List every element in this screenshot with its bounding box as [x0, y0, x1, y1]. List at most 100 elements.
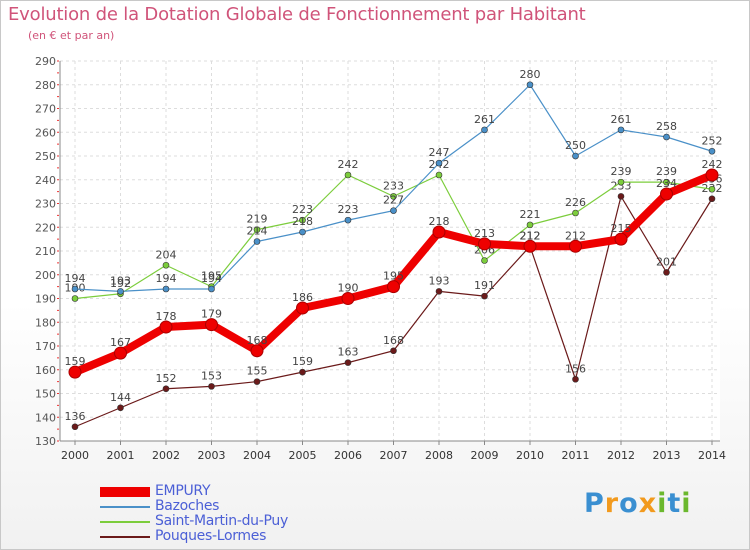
- legend-label-saint-martin-du-puy: Saint-Martin-du-Puy: [155, 513, 288, 529]
- y-tick-label: 130: [35, 435, 56, 448]
- data-point-empury: [68, 365, 82, 379]
- data-label-bazoches: 250: [565, 139, 586, 152]
- data-label-bazoches: 193: [110, 274, 131, 287]
- data-label-saint-martin-du-puy: 233: [383, 179, 404, 192]
- data-label-pouques-lormes: 163: [338, 346, 359, 359]
- data-label-pouques-lormes: 201: [656, 255, 677, 268]
- data-label-pouques-lormes: 212: [520, 229, 541, 242]
- data-point-empury: [614, 232, 628, 246]
- logo-letter: i: [681, 488, 692, 519]
- data-point-pouques-lormes: [253, 378, 261, 385]
- y-tick-label: 290: [35, 55, 56, 68]
- data-point-bazoches: [663, 133, 670, 141]
- legend-swatch-bazoches: [100, 506, 150, 508]
- x-tick-label: 2009: [471, 449, 499, 462]
- data-point-bazoches: [208, 285, 215, 293]
- data-label-saint-martin-du-puy: 192: [110, 277, 131, 290]
- chart-legend: EMPURY Bazoches Saint-Martin-du-Puy Pouq…: [100, 484, 360, 544]
- data-point-empury: [387, 280, 400, 294]
- data-point-bazoches: [708, 147, 716, 155]
- data-point-saint-martin-du-puy: [617, 178, 625, 186]
- data-point-bazoches: [390, 207, 397, 214]
- data-label-saint-martin-du-puy: 204: [156, 248, 177, 261]
- data-point-bazoches: [572, 152, 579, 160]
- data-point-pouques-lormes: [617, 193, 625, 200]
- data-point-empury: [159, 320, 173, 334]
- legend-label-pouques-lormes: Pouques-Lormes: [155, 528, 267, 544]
- data-label-pouques-lormes: 191: [474, 279, 495, 292]
- data-point-pouques-lormes: [117, 404, 124, 412]
- data-label-pouques-lormes: 193: [429, 274, 450, 287]
- y-tick-label: 280: [35, 79, 56, 92]
- y-tick-label: 190: [35, 293, 56, 306]
- data-label-empury: 195: [383, 270, 404, 283]
- data-point-empury: [705, 168, 719, 182]
- data-point-empury: [250, 344, 264, 358]
- legend-swatch-pouques-lormes: [100, 536, 150, 538]
- data-label-pouques-lormes: 155: [247, 365, 268, 378]
- data-label-saint-martin-du-puy: 239: [611, 165, 632, 178]
- legend-label-bazoches: Bazoches: [155, 498, 220, 514]
- data-label-bazoches: 280: [520, 68, 541, 81]
- data-label-bazoches: 194: [65, 272, 86, 285]
- x-tick-label: 2003: [198, 449, 226, 462]
- data-label-bazoches: 247: [429, 146, 450, 159]
- data-label-saint-martin-du-puy: 195: [201, 270, 222, 283]
- data-point-empury: [296, 301, 309, 315]
- logo-letter: r: [604, 488, 620, 519]
- data-point-bazoches: [481, 126, 488, 134]
- data-point-bazoches: [253, 238, 261, 245]
- data-label-bazoches: 252: [702, 134, 723, 147]
- data-label-empury: 242: [702, 158, 723, 171]
- legend-item-saint-martin-du-puy[interactable]: Saint-Martin-du-Puy: [100, 514, 360, 529]
- y-tick-label: 240: [35, 174, 56, 187]
- logo-letter: x: [638, 488, 658, 519]
- data-point-saint-martin-du-puy: [572, 209, 579, 217]
- data-label-empury: 234: [656, 177, 677, 190]
- data-point-bazoches: [526, 81, 534, 89]
- data-label-bazoches: 194: [201, 272, 222, 285]
- y-tick-label: 270: [35, 103, 56, 116]
- data-label-bazoches: 227: [383, 194, 404, 207]
- data-point-saint-martin-du-puy: [708, 185, 716, 193]
- legend-item-bazoches[interactable]: Bazoches: [100, 499, 360, 514]
- data-label-pouques-lormes: 136: [65, 410, 86, 423]
- legend-item-pouques-lormes[interactable]: Pouques-Lormes: [100, 529, 360, 544]
- y-tick-label: 260: [35, 126, 56, 139]
- data-point-pouques-lormes: [390, 347, 397, 355]
- data-point-saint-martin-du-puy: [435, 171, 443, 179]
- data-point-bazoches: [617, 126, 625, 134]
- y-tick-label: 160: [35, 364, 56, 377]
- data-point-saint-martin-du-puy: [71, 295, 79, 302]
- data-point-pouques-lormes: [435, 288, 443, 295]
- data-point-bazoches: [162, 285, 170, 293]
- chart-title: Evolution de la Dotation Globale de Fonc…: [8, 4, 586, 25]
- logo-letter: P: [584, 488, 605, 519]
- data-point-empury: [205, 318, 218, 332]
- data-label-empury: 213: [474, 227, 495, 240]
- data-label-saint-martin-du-puy: 223: [292, 203, 313, 216]
- data-point-empury: [569, 239, 582, 253]
- x-tick-label: 2010: [516, 449, 544, 462]
- data-point-saint-martin-du-puy: [526, 221, 534, 229]
- data-point-bazoches: [117, 288, 124, 295]
- legend-item-empury[interactable]: EMPURY: [100, 484, 360, 499]
- data-label-pouques-lormes: 168: [383, 334, 404, 347]
- data-point-pouques-lormes: [208, 383, 215, 390]
- data-label-saint-martin-du-puy: 239: [656, 165, 677, 178]
- x-tick-label: 2002: [152, 449, 180, 462]
- y-tick-label: 220: [35, 221, 56, 234]
- x-tick-label: 2000: [61, 449, 89, 462]
- x-tick-label: 2011: [562, 449, 590, 462]
- logo-letter: o: [619, 488, 639, 519]
- logo-letter: t: [667, 488, 682, 519]
- data-point-pouques-lormes: [708, 195, 716, 203]
- data-point-pouques-lormes: [572, 375, 579, 383]
- data-point-empury: [114, 346, 127, 360]
- data-point-empury: [432, 225, 446, 239]
- data-label-pouques-lormes: 144: [110, 391, 131, 404]
- data-label-empury: 178: [156, 310, 177, 323]
- x-tick-label: 2007: [380, 449, 408, 462]
- data-label-bazoches: 214: [247, 225, 268, 238]
- data-label-bazoches: 218: [292, 215, 313, 228]
